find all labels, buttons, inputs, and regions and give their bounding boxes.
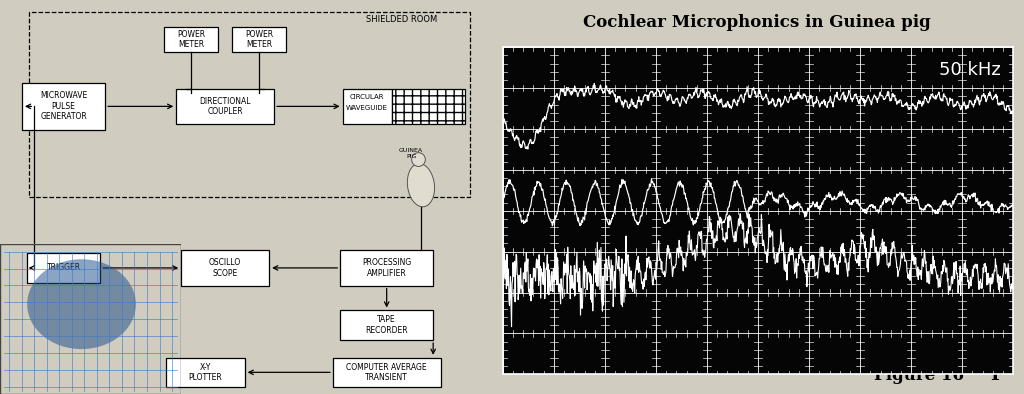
- Text: WAVEGUIDE: WAVEGUIDE: [346, 105, 388, 112]
- Bar: [343, 89, 391, 124]
- Text: Figure 16: Figure 16: [874, 367, 965, 384]
- Bar: [176, 89, 274, 124]
- Text: CIRCULAR: CIRCULAR: [350, 93, 384, 100]
- Text: OSCILLO
SCOPE: OSCILLO SCOPE: [209, 258, 242, 278]
- Text: TRIGGER: TRIGGER: [46, 264, 81, 272]
- Text: DIRECTIONAL
COUPLER: DIRECTIONAL COUPLER: [200, 97, 251, 116]
- Bar: [27, 253, 100, 283]
- Bar: [333, 358, 440, 387]
- Bar: [340, 250, 433, 286]
- Text: MICROWAVE
PULSE
GENERATOR: MICROWAVE PULSE GENERATOR: [40, 91, 87, 121]
- Text: POWER
METER: POWER METER: [246, 30, 273, 49]
- Bar: [232, 26, 287, 52]
- Text: F: F: [990, 366, 1002, 384]
- Bar: [23, 83, 105, 130]
- Ellipse shape: [408, 164, 434, 207]
- Ellipse shape: [412, 152, 425, 166]
- Text: POWER
METER: POWER METER: [177, 30, 205, 49]
- Circle shape: [28, 259, 136, 349]
- Text: SHIELDED ROOM: SHIELDED ROOM: [366, 15, 437, 24]
- Bar: [164, 26, 218, 52]
- Text: COMPUTER AVERAGE
TRANSIENT: COMPUTER AVERAGE TRANSIENT: [346, 362, 427, 382]
- Text: X-Y
PLOTTER: X-Y PLOTTER: [188, 362, 222, 382]
- Text: PROCESSING
AMPLIFIER: PROCESSING AMPLIFIER: [362, 258, 412, 278]
- Bar: [167, 358, 245, 387]
- Text: TAPE
RECORDER: TAPE RECORDER: [366, 315, 408, 335]
- Text: Cochlear Microphonics in Guinea pig: Cochlear Microphonics in Guinea pig: [583, 14, 931, 31]
- Bar: [340, 310, 433, 340]
- Bar: [181, 250, 269, 286]
- Bar: [391, 89, 465, 124]
- Text: GUINEA
PIG: GUINEA PIG: [399, 148, 423, 159]
- Bar: [30, 12, 470, 197]
